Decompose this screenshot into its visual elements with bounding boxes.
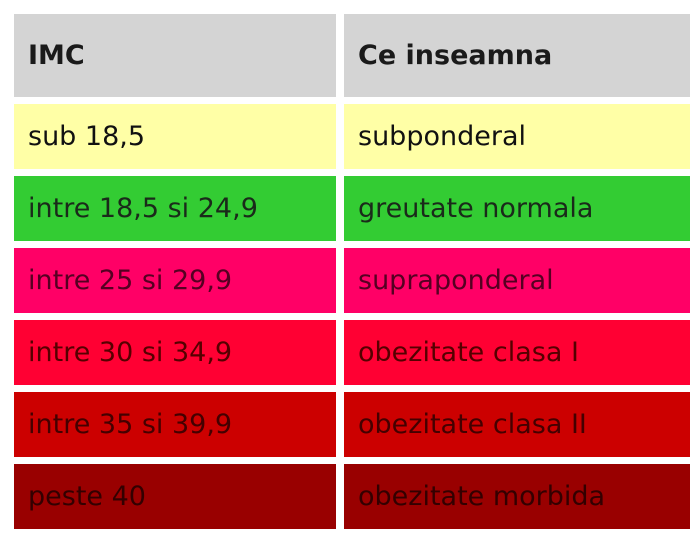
table-cell: peste 40 bbox=[14, 464, 336, 529]
table-cell: sub 18,5 bbox=[14, 104, 336, 169]
table-cell: obezitate clasa II bbox=[344, 392, 690, 457]
header-cell: IMC bbox=[14, 14, 336, 97]
header-cell: Ce inseamna bbox=[344, 14, 690, 97]
table-cell: subponderal bbox=[344, 104, 690, 169]
table-cell: intre 25 si 29,9 bbox=[14, 248, 336, 313]
table-cell: obezitate clasa I bbox=[344, 320, 690, 385]
table-cell: intre 30 si 34,9 bbox=[14, 320, 336, 385]
bmi-table: IMC Ce inseamna sub 18,5 subponderal int… bbox=[14, 14, 690, 529]
table-cell: intre 18,5 si 24,9 bbox=[14, 176, 336, 241]
table-cell: intre 35 si 39,9 bbox=[14, 392, 336, 457]
table-cell: supraponderal bbox=[344, 248, 690, 313]
table-cell: obezitate morbida bbox=[344, 464, 690, 529]
table-cell: greutate normala bbox=[344, 176, 690, 241]
